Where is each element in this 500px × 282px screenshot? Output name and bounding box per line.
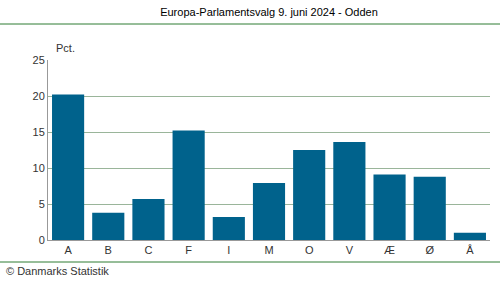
svg-text:0: 0 xyxy=(39,234,45,246)
svg-text:I: I xyxy=(227,244,230,256)
svg-text:Å: Å xyxy=(466,244,474,256)
svg-text:B: B xyxy=(105,244,112,256)
svg-text:15: 15 xyxy=(33,126,45,138)
svg-text:25: 25 xyxy=(33,54,45,66)
svg-text:V: V xyxy=(346,244,354,256)
svg-text:10: 10 xyxy=(33,162,45,174)
svg-text:5: 5 xyxy=(39,198,45,210)
svg-text:C: C xyxy=(144,244,152,256)
svg-text:20: 20 xyxy=(33,90,45,102)
svg-text:O: O xyxy=(305,244,314,256)
svg-text:Europa-Parlamentsvalg 9. juni: Europa-Parlamentsvalg 9. juni 2024 - Odd… xyxy=(160,6,378,18)
svg-text:F: F xyxy=(185,244,192,256)
svg-text:Pct.: Pct. xyxy=(56,42,75,54)
svg-text:© Danmarks Statistik: © Danmarks Statistik xyxy=(6,265,109,277)
svg-text:M: M xyxy=(264,244,273,256)
svg-text:Æ: Æ xyxy=(384,244,395,256)
svg-text:A: A xyxy=(64,244,72,256)
svg-text:Ø: Ø xyxy=(425,244,434,256)
